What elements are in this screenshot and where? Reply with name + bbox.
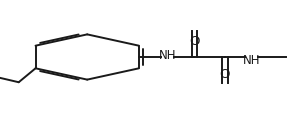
Text: NH: NH — [159, 49, 177, 62]
Text: O: O — [189, 34, 200, 47]
Text: NH: NH — [243, 53, 260, 66]
Text: O: O — [220, 68, 230, 80]
